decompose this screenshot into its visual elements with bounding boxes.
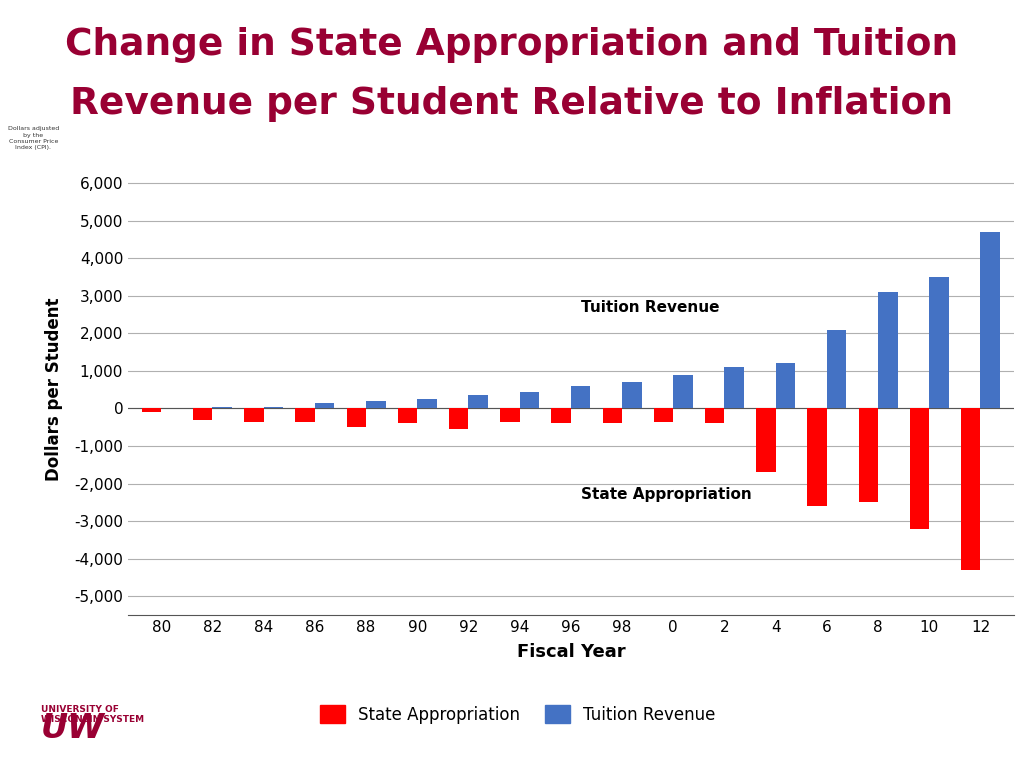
Bar xyxy=(808,409,827,506)
Bar xyxy=(654,409,674,422)
X-axis label: Fiscal Year: Fiscal Year xyxy=(516,643,626,661)
Bar xyxy=(674,374,693,409)
Bar xyxy=(552,409,571,423)
Text: UNIVERSITY OF
WISCONSIN SYSTEM: UNIVERSITY OF WISCONSIN SYSTEM xyxy=(41,704,144,724)
Bar xyxy=(245,409,264,422)
Bar xyxy=(296,409,315,422)
Text: Change in State Appropriation and Tuition: Change in State Appropriation and Tuitio… xyxy=(66,27,958,63)
Bar xyxy=(397,409,418,423)
Bar xyxy=(776,364,796,409)
Bar xyxy=(449,409,469,429)
Y-axis label: Dollars per Student: Dollars per Student xyxy=(45,298,63,481)
Bar xyxy=(264,406,283,409)
Bar xyxy=(367,401,386,409)
Bar xyxy=(962,409,981,570)
Bar xyxy=(501,409,520,422)
Bar xyxy=(193,409,213,419)
Bar xyxy=(346,409,367,427)
Bar xyxy=(859,409,879,503)
Bar xyxy=(571,386,590,409)
Bar xyxy=(623,382,641,409)
Bar xyxy=(910,409,930,529)
Bar xyxy=(930,277,949,409)
Text: State Appropriation: State Appropriation xyxy=(582,487,752,502)
Text: Tuition Revenue: Tuition Revenue xyxy=(582,299,720,315)
Bar xyxy=(141,409,162,413)
Bar xyxy=(520,391,540,409)
Text: Revenue per Student Relative to Inflation: Revenue per Student Relative to Inflatio… xyxy=(71,86,953,121)
Bar xyxy=(879,292,898,409)
Bar xyxy=(757,409,776,472)
Bar xyxy=(827,329,847,409)
Bar xyxy=(469,395,488,409)
Bar xyxy=(603,409,623,423)
Bar xyxy=(725,367,744,409)
Text: Dollars adjusted
by the
Consumer Price
Index (CPI).: Dollars adjusted by the Consumer Price I… xyxy=(7,127,59,150)
Bar xyxy=(315,403,334,409)
Bar xyxy=(706,409,725,423)
Bar xyxy=(981,232,999,409)
Bar xyxy=(213,406,232,409)
Text: UW: UW xyxy=(41,712,105,745)
Legend: State Appropriation, Tuition Revenue: State Appropriation, Tuition Revenue xyxy=(319,705,716,724)
Bar xyxy=(418,399,437,409)
